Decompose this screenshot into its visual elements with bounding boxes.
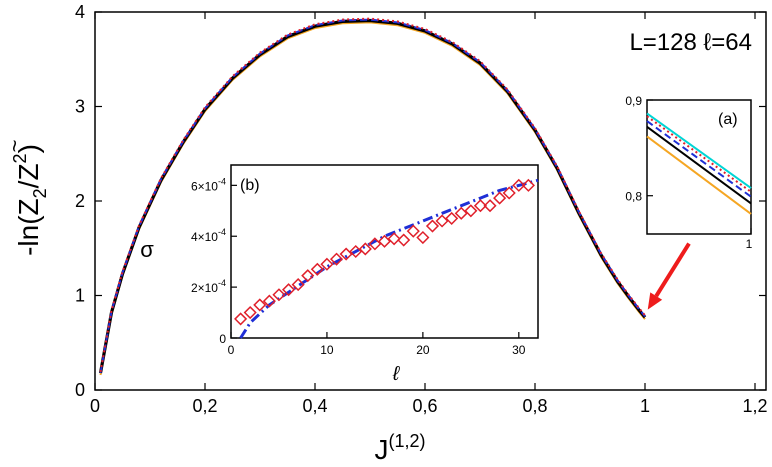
inset-b-data-point bbox=[425, 219, 440, 233]
main-y-axis-title: -ln(Z2/Z2) bbox=[10, 144, 50, 256]
inset-b-data-point bbox=[435, 214, 449, 228]
inset-a-frame bbox=[646, 99, 752, 235]
y-title-sup: 2 bbox=[10, 153, 30, 163]
inset-b-data-point bbox=[512, 178, 526, 192]
main-x-axis-title: J(1,2) bbox=[374, 431, 425, 465]
main-y-tick-label: 3 bbox=[75, 97, 85, 117]
main-y-tick-label: 2 bbox=[75, 191, 85, 211]
inset-b-y-tick-exponent: -4 bbox=[218, 278, 226, 288]
inset-b-data-point bbox=[234, 312, 248, 326]
main-x-tick-label: 1 bbox=[640, 396, 650, 416]
inset-b-data-point bbox=[397, 233, 411, 247]
inset-a-series bbox=[646, 112, 752, 215]
main-x-axis-title-base: J bbox=[374, 434, 388, 465]
main-annotation: L=128 ℓ=64 bbox=[629, 29, 752, 56]
inset-b-data-point bbox=[454, 206, 468, 220]
main-x-tick-label: 0,2 bbox=[192, 396, 217, 416]
inset-b-data-point bbox=[349, 244, 363, 259]
arrow-head bbox=[647, 292, 663, 310]
inset-b-data-point bbox=[282, 283, 296, 297]
inset-b-data-point bbox=[291, 278, 305, 292]
main-y-tick-label: 1 bbox=[75, 286, 85, 306]
y-title-open: -ln( bbox=[13, 215, 44, 256]
main-arrow bbox=[647, 242, 691, 310]
inset-b-data-point bbox=[493, 191, 507, 205]
inset-b-fit-line bbox=[239, 178, 539, 339]
main-series-line-3 bbox=[99, 17, 646, 373]
inset-b-data-point bbox=[445, 211, 459, 225]
inset-a-label: (a) bbox=[718, 111, 738, 128]
inset-b-data-point bbox=[329, 252, 344, 266]
main-x-axis-title-sup: (1,2) bbox=[388, 431, 425, 451]
inset-b-y-tick-label: 2×10-4 bbox=[191, 278, 226, 295]
inset-b-y-tick-exponent: -4 bbox=[218, 176, 226, 186]
inset-a-series-line-1 bbox=[646, 115, 752, 193]
main-y-tick-label: 4 bbox=[75, 2, 85, 22]
main-x-tick-label: 0,8 bbox=[522, 396, 547, 416]
main-ticks: 0 0,2 0,4 0,6 0,8 1 1,2 0 1 2 3 4 bbox=[75, 2, 768, 416]
inset-b-data-point bbox=[502, 186, 516, 200]
main-x-tick-label: 0 bbox=[90, 396, 100, 416]
inset-a-series-line-0 bbox=[646, 112, 752, 189]
inset-a-x-tick-label: 1 bbox=[746, 237, 753, 251]
inset-b-x-tick-label: 30 bbox=[512, 343, 526, 357]
main-x-tick-label: 0,6 bbox=[412, 396, 437, 416]
inset-b-y-tick-mantissa: 0 bbox=[219, 332, 226, 346]
inset-b-data-point bbox=[464, 204, 478, 218]
inset-b-data-point bbox=[483, 199, 497, 213]
y-title-close: ) bbox=[13, 144, 44, 153]
y-title-z: Z bbox=[13, 198, 44, 215]
inset-b-data-point bbox=[243, 305, 257, 320]
inset-b-data-point bbox=[368, 237, 382, 251]
inset-b-data-point bbox=[377, 234, 392, 248]
inset-b-data-point bbox=[473, 199, 487, 213]
inset-b-y-tick-mantissa: 6×10 bbox=[191, 179, 218, 193]
inset-b-data-point bbox=[358, 242, 372, 256]
inset-a-series-line-4 bbox=[646, 135, 752, 215]
y-title-slash: /Z bbox=[13, 163, 44, 188]
inset-b-y-tick-label: 0 bbox=[219, 332, 226, 346]
inset-a-y-tick-label: 0,8 bbox=[625, 190, 642, 204]
inset-b-x-tick-label: 10 bbox=[320, 343, 334, 357]
main-series bbox=[98, 17, 647, 376]
inset-b-y-axis-title: σ bbox=[140, 237, 154, 262]
inset-b-data-point bbox=[253, 298, 267, 312]
inset-b-fit bbox=[239, 178, 539, 339]
inset-b-data-point bbox=[521, 178, 535, 192]
inset-b-data-point bbox=[406, 224, 420, 238]
inset-b-x-axis-title: ℓ bbox=[392, 363, 401, 385]
inset-b-y-tick-mantissa: 2×10 bbox=[191, 281, 218, 295]
inset-a-series-line-3 bbox=[646, 125, 752, 205]
inset-b-data-point bbox=[320, 257, 334, 271]
inset-b-data-point bbox=[310, 262, 324, 276]
inset-a: 0,8 0,9 1 (a) bbox=[625, 94, 752, 251]
inset-b-data-point bbox=[416, 230, 430, 245]
inset-b-y-tick-label: 4×10-4 bbox=[191, 227, 226, 244]
inset-b-x-tick-label: 20 bbox=[416, 343, 430, 357]
y-title-sub: 2 bbox=[30, 188, 50, 198]
main-x-tick-label: 1,2 bbox=[742, 396, 767, 416]
inset-b-data-point bbox=[387, 232, 401, 246]
main-y-tick-label: 0 bbox=[75, 380, 85, 400]
inset-b-x-tick-label: 0 bbox=[228, 343, 235, 357]
arrow-shaft bbox=[654, 242, 691, 298]
inset-b-y-tick-label: 6×10-4 bbox=[191, 176, 226, 193]
main-x-tick-label: 0,4 bbox=[302, 396, 327, 416]
inset-b-points bbox=[234, 178, 535, 326]
inset-b-frame bbox=[230, 164, 539, 339]
inset-a-ticks: 0,8 0,9 1 bbox=[625, 94, 752, 251]
inset-a-y-tick-label: 0,9 bbox=[625, 94, 642, 108]
inset-b-label: (b) bbox=[240, 177, 260, 194]
inset-b-data-point bbox=[339, 247, 353, 261]
inset-b-y-tick-exponent: -4 bbox=[218, 227, 226, 237]
inset-b-data-point bbox=[272, 288, 286, 302]
inset-b-data-point bbox=[262, 294, 276, 308]
inset-b-data-point bbox=[301, 269, 315, 283]
inset-b-y-tick-mantissa: 4×10 bbox=[191, 230, 218, 244]
y-title-tilde: ~ bbox=[2, 140, 27, 153]
